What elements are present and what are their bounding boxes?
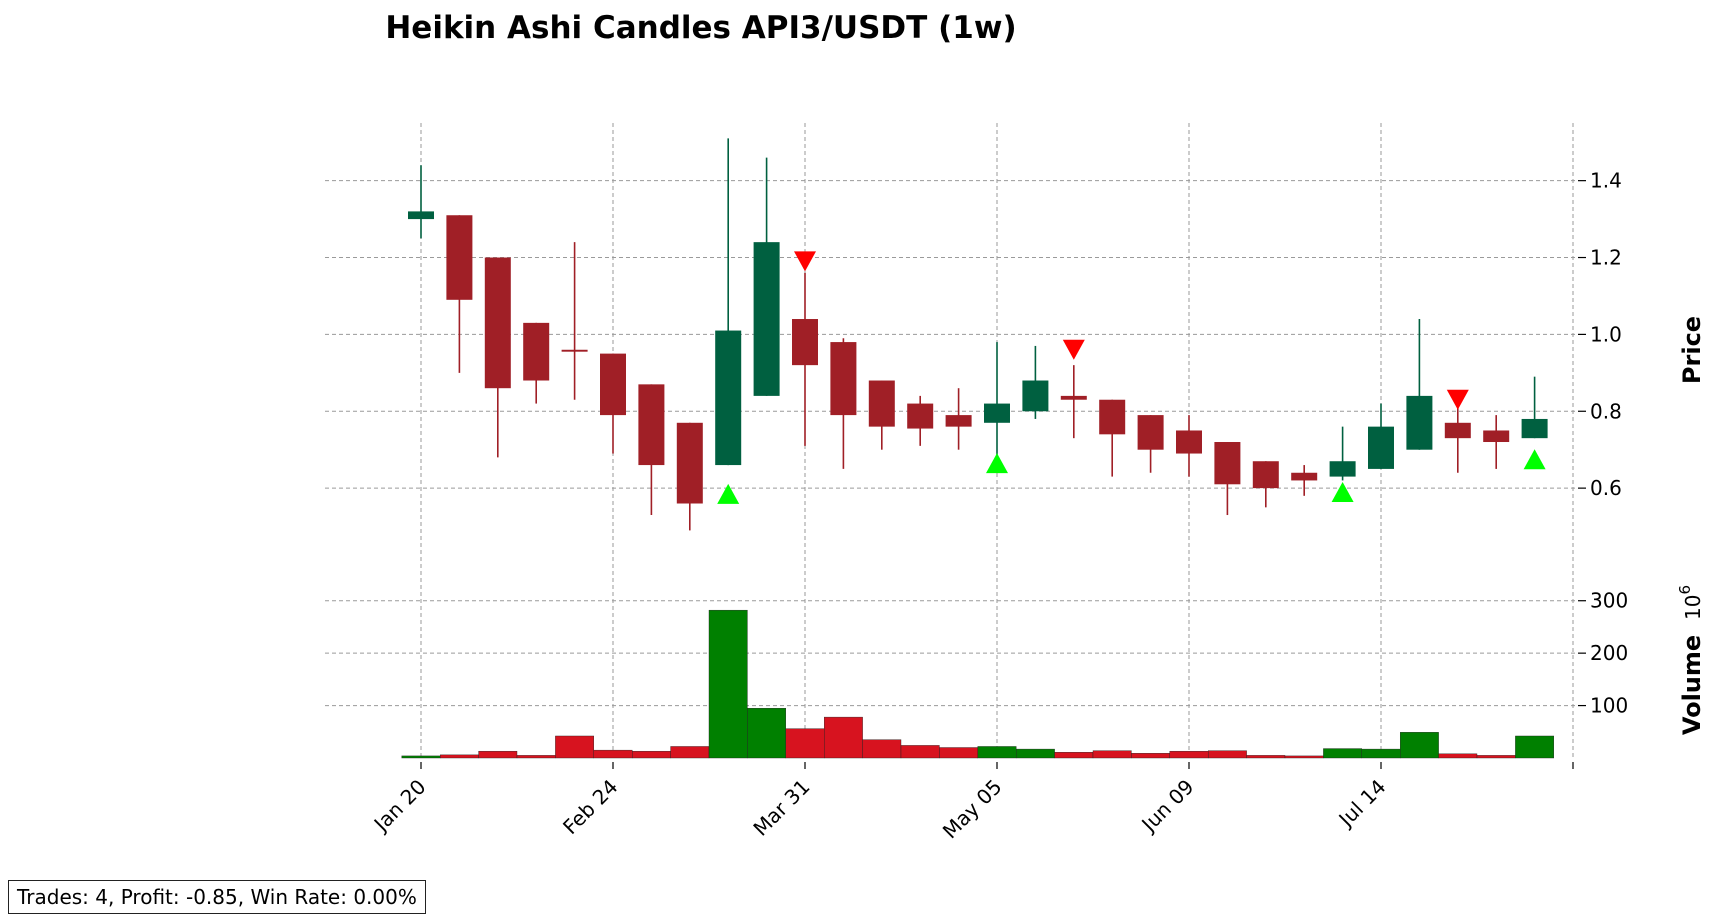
price-tick-label: 1.2 — [1590, 246, 1622, 270]
x-tick-label: Jun 09 — [1136, 775, 1199, 838]
candle-body — [1483, 430, 1510, 443]
price-tick-label: 1.4 — [1590, 169, 1622, 193]
candle-body — [868, 380, 895, 427]
candle-body — [600, 353, 626, 416]
candle-body — [1252, 461, 1279, 489]
candle-body — [792, 319, 818, 366]
volume-bar — [939, 747, 979, 759]
x-tick-label: Feb 24 — [558, 775, 623, 840]
x-tick-label: May 05 — [938, 775, 1007, 844]
buy-signal-marker — [1523, 449, 1546, 470]
svg-text:106: 106 — [1676, 585, 1705, 620]
volume-bar — [401, 755, 441, 759]
candle-body — [1291, 472, 1318, 481]
candle-body — [523, 322, 550, 381]
buy-signal-marker — [717, 483, 740, 504]
candle-body — [830, 342, 857, 416]
candle-body — [1368, 426, 1394, 469]
candles — [408, 138, 1548, 531]
volume-bar — [1399, 732, 1439, 759]
volume-bar — [670, 746, 710, 759]
candle-body — [638, 384, 665, 466]
volume-exponent-base: 10 — [1681, 595, 1705, 620]
volume-bar — [1207, 750, 1247, 759]
candle-body — [484, 257, 511, 389]
candle-body — [1444, 422, 1471, 439]
volume-bar — [1131, 753, 1171, 759]
chart-title: Heikin Ashi Candles API3/USDT (1w) — [385, 10, 1016, 46]
sell-signal-marker — [1446, 389, 1469, 410]
volume-bar — [1016, 748, 1055, 759]
price-tick-label: 0.8 — [1590, 399, 1622, 423]
candle-body — [676, 422, 703, 504]
candle-body — [1176, 430, 1202, 454]
candle-body — [408, 211, 434, 220]
candle-body — [1406, 395, 1433, 450]
volume-bar — [1476, 755, 1516, 759]
trade-signals — [717, 251, 1546, 504]
volume-bar — [708, 609, 748, 759]
candle-body — [753, 242, 780, 396]
candle-body — [1099, 399, 1126, 435]
candle-body — [446, 215, 473, 300]
price-axis-label: Price — [1678, 316, 1706, 384]
stats-box: Trades: 4, Profit: -0.85, Win Rate: 0.00… — [8, 880, 426, 914]
candle-body — [907, 403, 934, 429]
volume-bar — [900, 745, 940, 759]
volume-bar — [1054, 752, 1094, 759]
volume-bar — [1246, 755, 1286, 759]
volume-bar — [478, 750, 518, 759]
volume-bar — [1169, 750, 1209, 759]
volume-bar — [555, 735, 595, 759]
x-tick-label: Mar 31 — [748, 775, 814, 841]
volume-exponent: 106 — [1676, 585, 1705, 620]
candle-body — [984, 403, 1010, 423]
volume-bar — [1438, 753, 1478, 759]
candle-body — [1137, 415, 1164, 450]
volume-bar — [1323, 748, 1363, 759]
candle-body — [945, 415, 972, 427]
volume-tick-label: 100 — [1590, 694, 1628, 718]
price-tick-label: 1.0 — [1590, 322, 1622, 346]
sell-signal-marker — [1062, 339, 1085, 360]
volume-bar — [977, 746, 1017, 759]
volume-bars — [401, 609, 1555, 759]
buy-signal-marker — [986, 453, 1008, 474]
volume-bar — [516, 755, 556, 759]
volume-bar — [1515, 735, 1555, 759]
candle-body — [1214, 442, 1241, 485]
volume-axis-label: Volume — [1678, 635, 1706, 735]
candle-body — [561, 349, 588, 352]
volume-bar — [785, 728, 825, 759]
volume-bar — [1284, 755, 1324, 759]
candle-body — [1521, 418, 1548, 439]
volume-bar — [862, 739, 902, 759]
x-tick-label: Jan 20 — [368, 775, 431, 838]
volume-exponent-power: 6 — [1676, 585, 1694, 595]
buy-signal-marker — [1331, 481, 1354, 502]
volume-bar — [1092, 750, 1132, 759]
candle-body — [1060, 395, 1087, 400]
sell-signal-marker — [794, 251, 816, 272]
x-tick-label: Jul 14 — [1333, 775, 1391, 833]
candle-body — [1022, 380, 1049, 412]
price-tick-label: 0.6 — [1590, 476, 1622, 500]
volume-bar — [1361, 748, 1401, 759]
candle-body — [1329, 461, 1356, 477]
candle-body — [715, 330, 742, 466]
volume-bar — [440, 754, 479, 759]
volume-bar — [747, 707, 787, 759]
volume-bar — [824, 716, 863, 759]
volume-tick-label: 200 — [1590, 641, 1628, 665]
volume-bar — [593, 749, 633, 759]
volume-tick-label: 300 — [1590, 589, 1628, 613]
volume-bar — [632, 750, 671, 759]
